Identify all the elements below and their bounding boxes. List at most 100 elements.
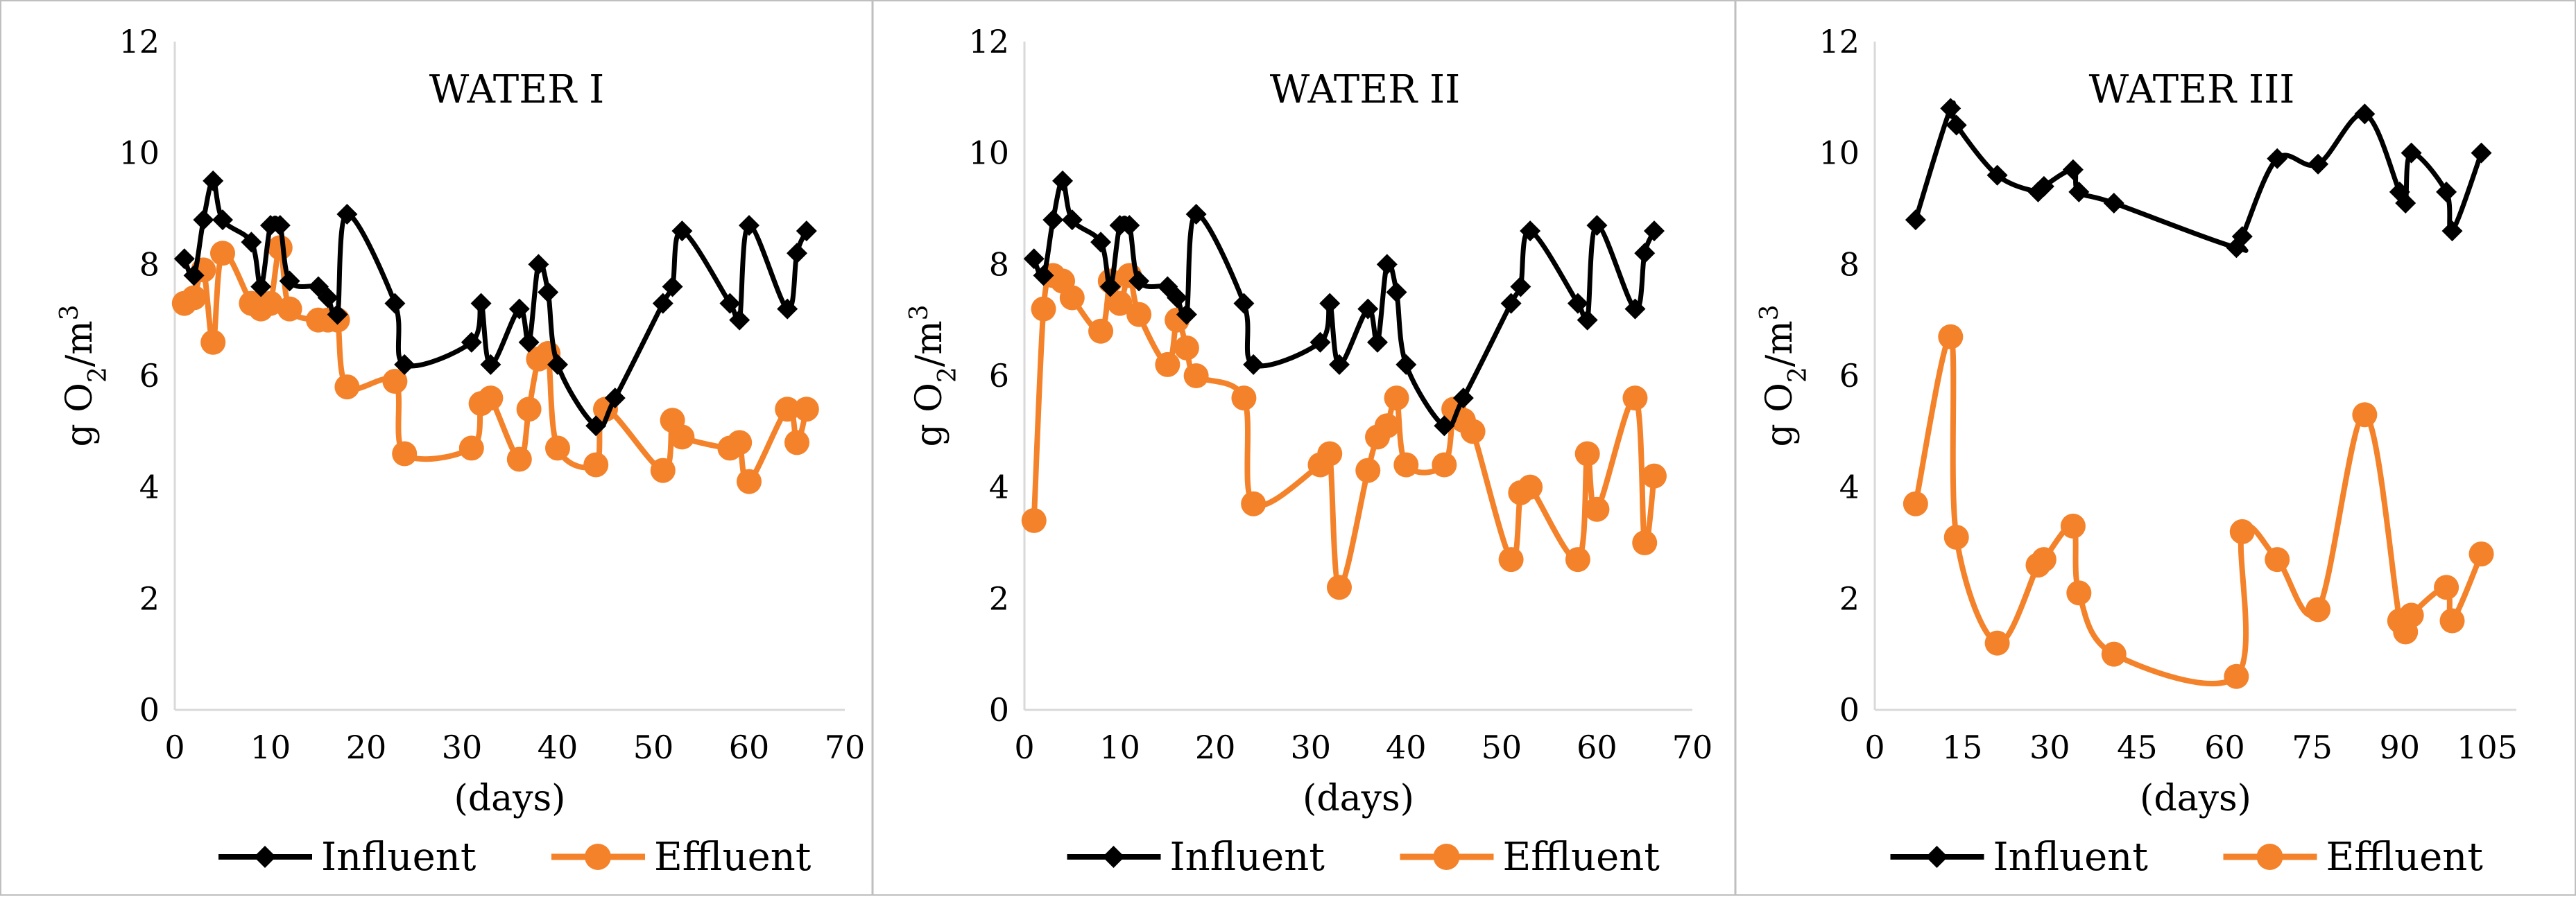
legend-effluent-label: Effluent xyxy=(2326,835,2484,880)
legend-effluent-label: Effluent xyxy=(654,835,812,880)
effluent-point xyxy=(2305,597,2331,623)
effluent-point xyxy=(334,374,360,400)
influent-point xyxy=(1357,298,1379,320)
y-tick-label: 6 xyxy=(139,357,160,394)
y-tick-label: 0 xyxy=(989,691,1009,729)
effluent-point xyxy=(392,441,418,467)
chart-title: WATER III xyxy=(2089,67,2295,112)
legend-effluent-marker xyxy=(1433,844,1460,870)
influent-point xyxy=(1042,209,1064,231)
influent-point xyxy=(1986,164,2008,186)
effluent-point xyxy=(2352,402,2378,428)
influent-point xyxy=(777,298,798,320)
influent-point xyxy=(269,215,291,236)
influent-point xyxy=(1643,220,1665,242)
influent-point xyxy=(1586,215,1608,236)
effluent-point xyxy=(1326,575,1352,600)
influent-point xyxy=(787,243,807,264)
effluent-point xyxy=(1317,441,1343,467)
influent-point xyxy=(2308,153,2329,175)
effluent-point xyxy=(1183,363,1209,388)
influent-point xyxy=(796,220,817,242)
influent-point xyxy=(518,331,540,353)
influent-point xyxy=(1520,220,1541,242)
influent-point xyxy=(1310,331,1331,353)
x-tick-label: 10 xyxy=(1099,729,1140,766)
influent-point xyxy=(1033,265,1054,286)
y-tick-label: 8 xyxy=(139,245,160,283)
influent-series xyxy=(1023,170,1665,437)
influent-point xyxy=(671,220,693,242)
effluent-point xyxy=(478,385,504,411)
x-tick-label: 0 xyxy=(164,729,184,766)
effluent-point xyxy=(1984,630,2010,656)
effluent-point xyxy=(1241,491,1266,516)
influent-point xyxy=(2103,192,2124,214)
y-tick-label: 8 xyxy=(1839,245,1860,283)
effluent-point xyxy=(1903,491,1928,516)
chart-title: WATER II xyxy=(1270,67,1461,112)
influent-point xyxy=(250,276,272,297)
effluent-series xyxy=(1021,263,1667,600)
influent-point xyxy=(1052,170,1074,191)
influent-point xyxy=(547,354,568,375)
effluent-point xyxy=(210,241,235,266)
effluent-point xyxy=(545,435,570,461)
effluent-point xyxy=(516,397,542,422)
effluent-point xyxy=(267,235,293,261)
influent-point xyxy=(1119,215,1140,236)
effluent-point xyxy=(1943,524,1969,550)
effluent-series xyxy=(171,235,819,494)
influent-point xyxy=(2354,103,2376,125)
y-tick-label: 2 xyxy=(1839,580,1860,617)
influent-series xyxy=(1905,98,2492,259)
influent-point xyxy=(1233,293,1255,314)
influent-point xyxy=(461,331,482,353)
effluent-series xyxy=(1903,324,2494,689)
effluent-point xyxy=(2229,519,2255,544)
effluent-point xyxy=(775,397,800,422)
effluent-point xyxy=(458,435,484,461)
effluent-point xyxy=(2031,547,2056,573)
effluent-line xyxy=(1031,271,1657,591)
x-axis-title: (days) xyxy=(1303,778,1414,819)
influent-point xyxy=(1510,276,1531,297)
influent-point xyxy=(193,209,214,231)
effluent-point xyxy=(2468,541,2494,567)
influent-point xyxy=(327,304,348,325)
influent-point xyxy=(2401,142,2422,164)
influent-point xyxy=(241,232,262,253)
effluent-point xyxy=(1031,296,1056,322)
influent-point xyxy=(652,293,673,314)
x-tick-label: 30 xyxy=(2029,729,2070,766)
effluent-point xyxy=(1498,547,1524,573)
y-tick-label: 4 xyxy=(139,469,160,506)
y-tick-label: 8 xyxy=(989,245,1009,283)
y-tick-label: 10 xyxy=(119,134,160,172)
influent-point xyxy=(1185,204,1207,225)
influent-point xyxy=(2267,148,2288,169)
influent-point xyxy=(2395,192,2416,214)
influent-point xyxy=(1243,354,1264,375)
y-tick-label: 10 xyxy=(968,134,1009,172)
x-tick-label: 40 xyxy=(1386,729,1427,766)
influent-point xyxy=(1577,309,1598,331)
y-axis-title: g O2/m3 xyxy=(55,304,112,446)
influent-point xyxy=(1061,209,1083,231)
effluent-point xyxy=(2224,663,2249,689)
effluent-point xyxy=(1574,441,1600,467)
x-tick-label: 105 xyxy=(2457,729,2518,766)
x-tick-label: 75 xyxy=(2292,729,2333,766)
x-tick-label: 70 xyxy=(1672,729,1713,766)
effluent-point xyxy=(1088,318,1114,344)
influent-point xyxy=(662,276,683,297)
x-tick-label: 45 xyxy=(2117,729,2158,766)
effluent-point xyxy=(1374,413,1400,439)
legend-influent-label: Influent xyxy=(1993,835,2149,880)
chart-title: WATER I xyxy=(429,67,604,112)
legend-influent-label: Influent xyxy=(1170,835,1325,880)
effluent-point xyxy=(1174,335,1199,360)
influent-point xyxy=(719,293,741,314)
influent-point xyxy=(1500,293,1522,314)
legend-influent-label: Influent xyxy=(321,835,476,880)
